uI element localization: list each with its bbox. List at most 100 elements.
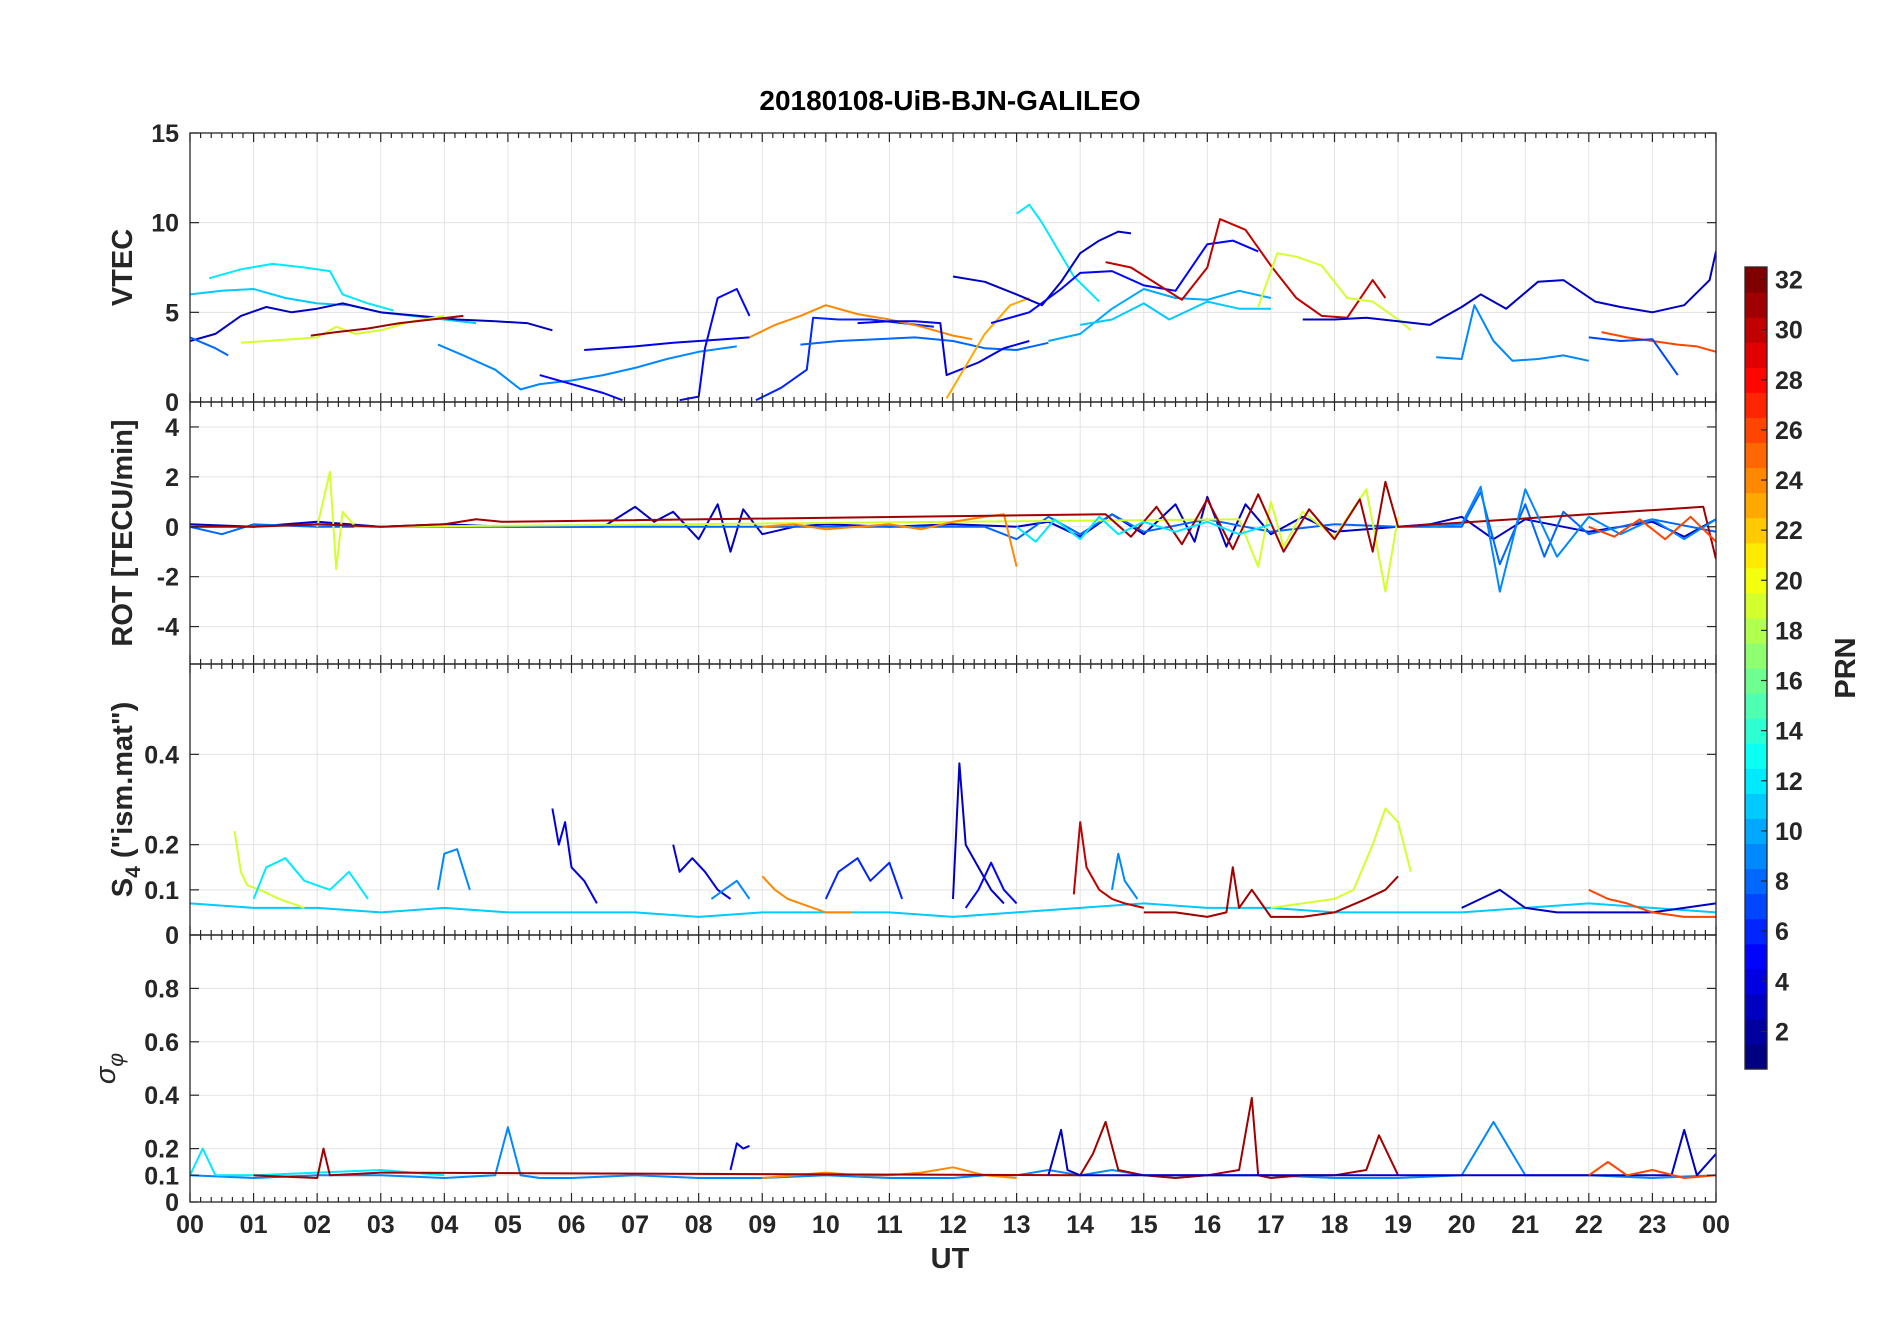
series-prn-4	[584, 336, 750, 351]
y-tick-label: 0.8	[144, 975, 179, 1003]
y-axis-label-base: S	[107, 878, 139, 897]
series-prn-3	[1047, 1128, 1716, 1177]
series-prn-12	[1015, 515, 1272, 543]
series-prn-8	[800, 336, 1049, 351]
colorbar-swatch	[1745, 693, 1767, 719]
x-tick-label: 16	[1193, 1211, 1221, 1239]
colorbar-swatch	[1745, 843, 1767, 870]
series-prn-4	[672, 844, 732, 900]
series-prn-31	[310, 314, 464, 337]
x-tick-label: 04	[430, 1211, 458, 1239]
panel-sigma: 00.10.2 0.4 0.6 0.8 σφ 00 01 02 03 04 05 06 07 08 09 10…	[90, 934, 1730, 1239]
series-prn-12	[252, 857, 369, 900]
series-prn-26	[1601, 331, 1716, 353]
colorbar-swatch	[1745, 267, 1767, 293]
series-prn-9	[1436, 304, 1590, 362]
x-tick-label: 17	[1257, 1211, 1285, 1239]
series-group-s4	[190, 762, 1716, 918]
y-axis-label-vtec: VTEC	[107, 229, 139, 306]
colorbar-swatch	[1745, 492, 1767, 519]
x-tick-label: 09	[748, 1211, 776, 1239]
x-tick-label: 23	[1639, 1211, 1667, 1239]
y-axis-label-sub: 4	[122, 866, 145, 878]
series-prn-30	[1072, 821, 1145, 909]
series-prn-9	[710, 879, 751, 900]
series-prn-24	[761, 875, 852, 914]
colorbar-tick-label: 20	[1775, 567, 1803, 595]
colorbar-swatch	[1745, 718, 1767, 744]
colorbar-swatch	[1745, 768, 1767, 794]
series-prn-26	[1588, 888, 1716, 918]
x-tick-label: 03	[367, 1211, 395, 1239]
x-tick-label: 10	[812, 1211, 840, 1239]
colorbar-swatch	[1745, 993, 1767, 1020]
colorbar-tick-label: 12	[1775, 768, 1803, 796]
x-tick-label: 08	[685, 1211, 713, 1239]
y-tick-label: -2	[157, 564, 179, 592]
x-tick-label: 18	[1321, 1211, 1349, 1239]
x-tick-label: 01	[240, 1211, 268, 1239]
series-prn-9	[437, 848, 471, 891]
x-tick-label: 12	[939, 1211, 967, 1239]
colorbar-tick-label: 4	[1775, 968, 1789, 996]
series-prn-12	[208, 262, 394, 312]
colorbar-tick-label: 14	[1775, 718, 1803, 746]
y-tick-label: 10	[151, 210, 179, 238]
series-prn-19	[1270, 807, 1412, 909]
colorbar-swatch	[1745, 417, 1767, 444]
series-prn-4	[729, 1142, 750, 1171]
x-tick-label: 02	[303, 1211, 331, 1239]
series-prn-26	[1588, 1161, 1716, 1179]
x-tick-label: 00	[176, 1211, 204, 1239]
y-tick-label: 0.4	[144, 1082, 179, 1110]
series-prn-19	[233, 830, 305, 909]
y-tick-label: 0.1	[144, 877, 179, 905]
y-tick-label: 0	[165, 514, 179, 542]
colorbar-swatch	[1745, 893, 1767, 920]
y-tick-label: 0.2	[144, 832, 179, 860]
colorbar-swatch	[1745, 868, 1767, 895]
y-tick-label: 0	[165, 922, 179, 950]
colorbar-tick-label: 24	[1775, 467, 1803, 495]
y-tick-label: 5	[165, 299, 179, 327]
colorbar-swatch	[1745, 1043, 1767, 1070]
colorbar-tick-label: 22	[1775, 517, 1803, 545]
colorbar-swatch	[1745, 292, 1767, 318]
x-tick-label: 05	[494, 1211, 522, 1239]
series-prn-3	[1302, 251, 1716, 326]
colorbar-tick-label: 6	[1775, 918, 1789, 946]
series-prn-4	[857, 320, 1030, 377]
colorbar-swatch	[1745, 342, 1767, 368]
y-tick-label: 0	[165, 1189, 179, 1217]
x-tick-label: 13	[1003, 1211, 1031, 1239]
x-tick-label: 20	[1448, 1211, 1476, 1239]
colorbar-swatch	[1745, 918, 1767, 945]
series-prn-11	[1080, 300, 1271, 326]
series-group-rot	[190, 470, 1716, 593]
y-axis-label-s4: S4 ("ism.mat")	[107, 702, 145, 898]
series-group-vtec	[190, 203, 1716, 402]
series-prn-31	[1143, 866, 1399, 918]
colorbar-swatch	[1745, 743, 1767, 769]
x-tick-label: 15	[1130, 1211, 1158, 1239]
colorbar-swatch	[1745, 793, 1767, 819]
y-tick-label: 4	[165, 414, 179, 442]
series-prn-5	[539, 374, 623, 402]
panel-vtec: 0 5 10 15 VTEC	[107, 120, 1717, 417]
y-axis-label-sigma: σφ	[90, 1053, 128, 1085]
y-tick-label: 2	[165, 464, 179, 492]
colorbar-tick-label: 26	[1775, 417, 1803, 445]
colorbar-tick-label: 28	[1775, 367, 1803, 395]
series-prn-7	[1588, 336, 1679, 376]
y-tick-label: 15	[151, 120, 179, 148]
series-prn-12	[1016, 203, 1100, 303]
y-axis-label-base: σ	[90, 1065, 122, 1084]
colorbar-swatch	[1745, 517, 1767, 544]
series-prn-3	[952, 230, 1132, 307]
y-tick-label: 0.1	[144, 1162, 179, 1190]
series-prn-9	[437, 343, 737, 391]
series-prn-9	[1111, 852, 1139, 900]
colorbar-tick-label: 8	[1775, 868, 1789, 896]
